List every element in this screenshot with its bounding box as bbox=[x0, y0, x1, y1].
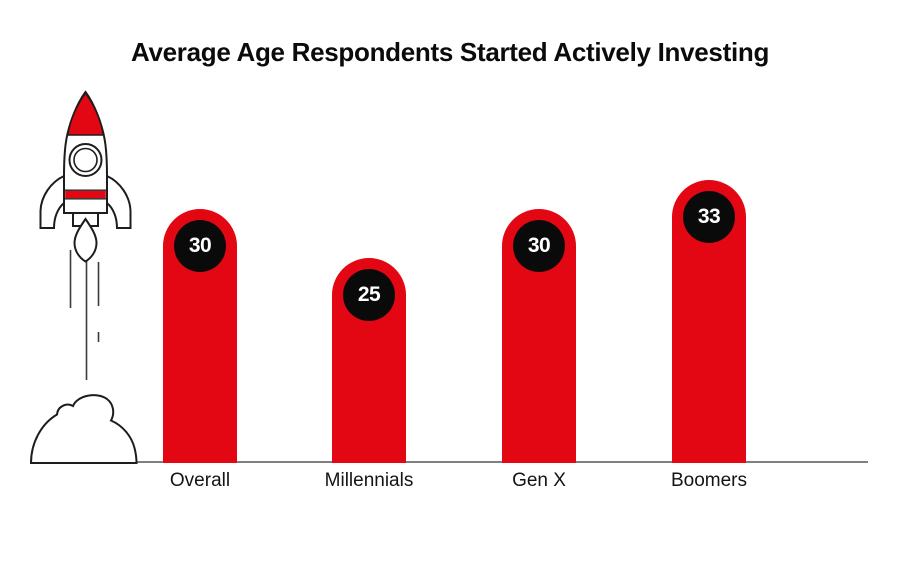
bar-value-badge: 30 bbox=[174, 220, 226, 272]
rocket-nose-cone bbox=[66, 91, 105, 136]
axis-label-gen-x: Gen X bbox=[512, 470, 566, 491]
bar-value-badge: 30 bbox=[513, 220, 565, 272]
bar-gen-x: 30 bbox=[502, 209, 576, 463]
bar-millennials: 25 bbox=[332, 258, 406, 463]
rocket-fin-right bbox=[106, 174, 132, 229]
rocket-stripe bbox=[65, 191, 106, 198]
chart-title: Average Age Respondents Started Actively… bbox=[130, 37, 770, 67]
smoke-cloud-icon bbox=[29, 394, 138, 464]
rocket-flame-icon bbox=[73, 217, 98, 263]
axis-label-overall: Overall bbox=[169, 470, 231, 491]
axis-label-millennials: Millennials bbox=[324, 470, 414, 491]
bar-value-badge: 33 bbox=[683, 191, 735, 243]
rocket-fin-left bbox=[39, 174, 65, 229]
axis-label-boomers: Boomers bbox=[670, 470, 748, 491]
rocket-porthole-inner bbox=[73, 147, 98, 173]
x-axis-baseline bbox=[30, 461, 868, 463]
bar-value-badge: 25 bbox=[343, 269, 395, 321]
rocket-launch-icon bbox=[29, 90, 138, 464]
bar-boomers: 33 bbox=[672, 180, 746, 463]
bar-overall: 30 bbox=[163, 209, 237, 463]
